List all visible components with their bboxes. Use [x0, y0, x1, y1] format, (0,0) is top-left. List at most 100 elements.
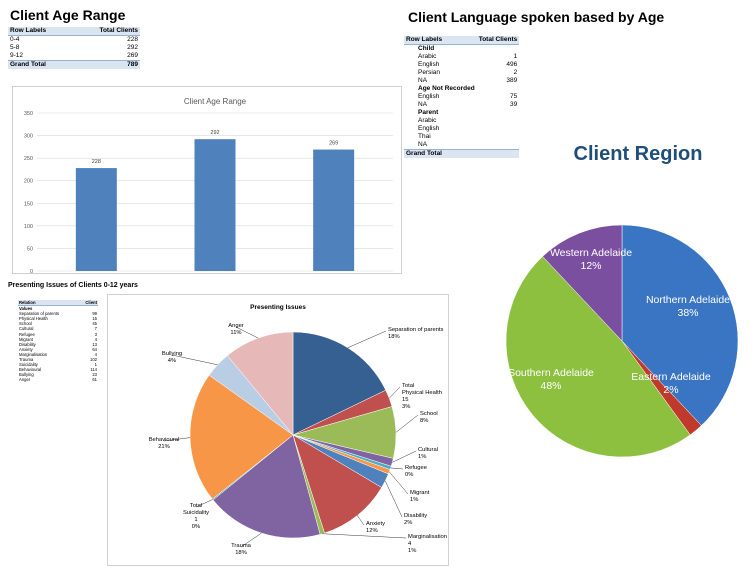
pie-label-marginalisation: Marginalisation	[408, 534, 447, 540]
table-group-row: Values	[18, 306, 98, 311]
row-value: 7	[94, 326, 97, 332]
table-row: NA	[404, 141, 519, 150]
bar-data-label: 292	[210, 130, 219, 136]
y-tick-label: 250	[24, 156, 33, 162]
pie-label-behavioural: 21%	[158, 444, 170, 450]
row-value: 39	[510, 101, 518, 108]
region-slice-southern-adelaide	[505, 256, 691, 458]
row-label: Suicidality	[19, 362, 38, 368]
table-row: Cultural 7	[18, 326, 98, 331]
row-value: 4	[94, 351, 97, 357]
table-row: Trauma 102	[18, 357, 98, 362]
pie-label-trauma: Trauma	[231, 543, 252, 549]
region-pct-eastern-adelaide: 2%	[663, 384, 678, 396]
row-value: 789	[72, 60, 140, 69]
row-value	[477, 117, 520, 125]
region-pct-southern-adelaide: 48%	[540, 380, 561, 392]
row-label: Anxiety	[19, 346, 33, 352]
table-row: Anger 61	[18, 377, 98, 382]
table-header: Relation Client	[18, 300, 98, 307]
pie-label-total-suicidality: 0%	[192, 524, 200, 530]
row-label: 5-8	[10, 44, 20, 51]
row-value: 102	[90, 357, 97, 363]
table-header: Row Labels Total Clients	[404, 36, 520, 45]
row-label: English	[418, 93, 440, 100]
pie-label-cultural: 1%	[418, 454, 426, 460]
leader-line	[389, 471, 409, 495]
row-label: Persian	[418, 69, 441, 76]
row-value: 61	[92, 377, 97, 383]
pie-label-bullying: Bullying	[162, 351, 182, 357]
pie-label-anger: 11%	[230, 330, 241, 336]
table-row: Marginalisation 4	[18, 352, 98, 357]
table-row: Disability 13	[18, 342, 98, 347]
pie-label-anger: Anger	[228, 323, 244, 329]
pie-label-marginalisation: 4	[408, 541, 412, 547]
y-tick-label: 350	[24, 111, 33, 117]
row-label: School	[19, 321, 32, 327]
table-row: Separation of parents 99	[18, 311, 98, 316]
row-value: 64	[92, 346, 97, 352]
row-label: Grand Total	[404, 149, 477, 158]
pie-label-cultural: Cultural	[418, 447, 438, 453]
table-total-row: Grand Total	[404, 149, 520, 158]
age-bar-chart-svg: Client Age Range 0 50 100 150 200 250 300 350 228…	[24, 97, 393, 282]
row-value: 228	[127, 36, 138, 43]
pie-label-marginalisation: 1%	[408, 548, 416, 554]
pie-label-total-suicidality: Total	[190, 503, 202, 509]
row-value: 114	[90, 367, 97, 373]
table-group-row: Child	[404, 45, 519, 54]
leader-line	[171, 354, 218, 365]
issues-slice-anxiety	[292, 434, 382, 534]
row-value	[477, 109, 520, 117]
table-row: Anxiety 64	[18, 347, 98, 352]
bar-5-8	[194, 139, 236, 271]
row-value: 496	[506, 61, 518, 68]
row-value: Client	[78, 300, 98, 307]
row-value: Total Clients	[476, 36, 520, 45]
pie-label-bullying: 4%	[168, 358, 176, 364]
row-label: English	[418, 125, 440, 132]
leader-line	[395, 414, 419, 433]
table-total-row: Grand Total 789	[8, 60, 140, 69]
table-header: Row Labels Total Clients	[8, 27, 140, 36]
region-label-northern-adelaide: Northern Adelaide	[646, 294, 730, 306]
row-value: 389	[506, 77, 518, 84]
table-group-row: Parent	[404, 109, 519, 117]
row-label: 0-4	[10, 36, 20, 43]
table-row: 9-12 269	[8, 52, 140, 61]
pie-label-behavioural: Behavioural	[149, 437, 180, 443]
region-label-eastern-adelaide: Eastern Adelaide	[631, 371, 711, 383]
region-pct-western-adelaide: 12%	[580, 260, 601, 272]
leader-line	[389, 386, 401, 399]
table-row: Suicidality 1	[18, 362, 98, 367]
pie-label-separation-of-parents: Separation of parents	[388, 327, 444, 333]
table-row: NA 39	[404, 101, 519, 109]
row-label: Thai	[418, 133, 431, 140]
row-label: Migrant	[19, 336, 33, 342]
row-value: 45	[92, 321, 97, 327]
table-row: Migrant 4	[18, 337, 98, 342]
row-label: Relation	[18, 300, 79, 307]
row-value: 3	[94, 331, 97, 337]
table-row: Arabic	[404, 117, 519, 125]
row-value	[476, 149, 520, 158]
bar-9-12	[313, 149, 355, 271]
row-label: 9-12	[10, 52, 24, 59]
pie-label-total-physical-health: Physical Health	[402, 390, 442, 396]
table-row: Refugee 3	[18, 332, 98, 337]
row-value: Total Clients	[72, 27, 140, 36]
table-row: 0-4 228	[8, 36, 140, 45]
pie-label-disability: 2%	[404, 520, 412, 526]
pie-label-migrant: 1%	[410, 497, 418, 503]
row-label: NA	[418, 101, 428, 108]
leader-line	[385, 480, 403, 518]
table-row: 5-8 292	[8, 44, 140, 52]
pie-label-trauma: 18%	[235, 550, 247, 556]
row-label: NA	[418, 77, 428, 84]
region-pct-northern-adelaide: 38%	[677, 307, 698, 319]
leader-line	[235, 326, 259, 339]
pie-label-migrant: Migrant	[410, 490, 430, 496]
y-tick-label: 50	[27, 246, 33, 252]
